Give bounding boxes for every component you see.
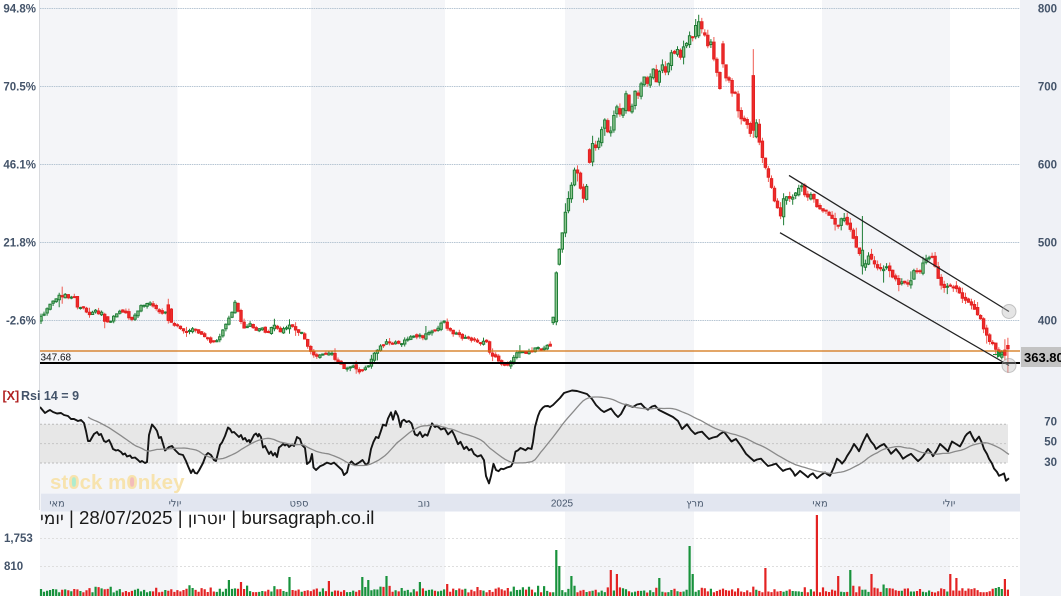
svg-text:Rsi 14 = 9: Rsi 14 = 9 [21, 389, 79, 403]
svg-text:600: 600 [1038, 160, 1057, 172]
svg-text:46.1%: 46.1% [3, 160, 36, 172]
svg-text:363.80: 363.80 [1024, 350, 1061, 365]
svg-text:347.68: 347.68 [41, 353, 72, 364]
svg-text:94.8%: 94.8% [3, 4, 36, 16]
svg-text:2025: 2025 [551, 499, 574, 510]
svg-text:21.8%: 21.8% [3, 238, 36, 250]
svg-text:[X]: [X] [3, 389, 20, 403]
svg-text:50: 50 [1044, 437, 1057, 449]
svg-text:800: 800 [1038, 4, 1057, 16]
svg-text:| 28/07/2025 |: | 28/07/2025 | [64, 507, 188, 528]
svg-text:30: 30 [1044, 457, 1057, 469]
svg-text:810: 810 [4, 561, 23, 573]
svg-text:70.5%: 70.5% [3, 82, 36, 94]
svg-text:| bursagraph.co.il: | bursagraph.co.il [226, 507, 374, 528]
svg-text:st0ck m0nkey: st0ck m0nkey [50, 471, 185, 494]
svg-text:700: 700 [1038, 82, 1057, 94]
svg-text:-2.6%: -2.6% [6, 316, 36, 328]
svg-text:70: 70 [1044, 417, 1057, 429]
svg-text:1,753: 1,753 [4, 533, 33, 545]
svg-text:500: 500 [1038, 238, 1057, 250]
svg-text:400: 400 [1038, 316, 1057, 328]
